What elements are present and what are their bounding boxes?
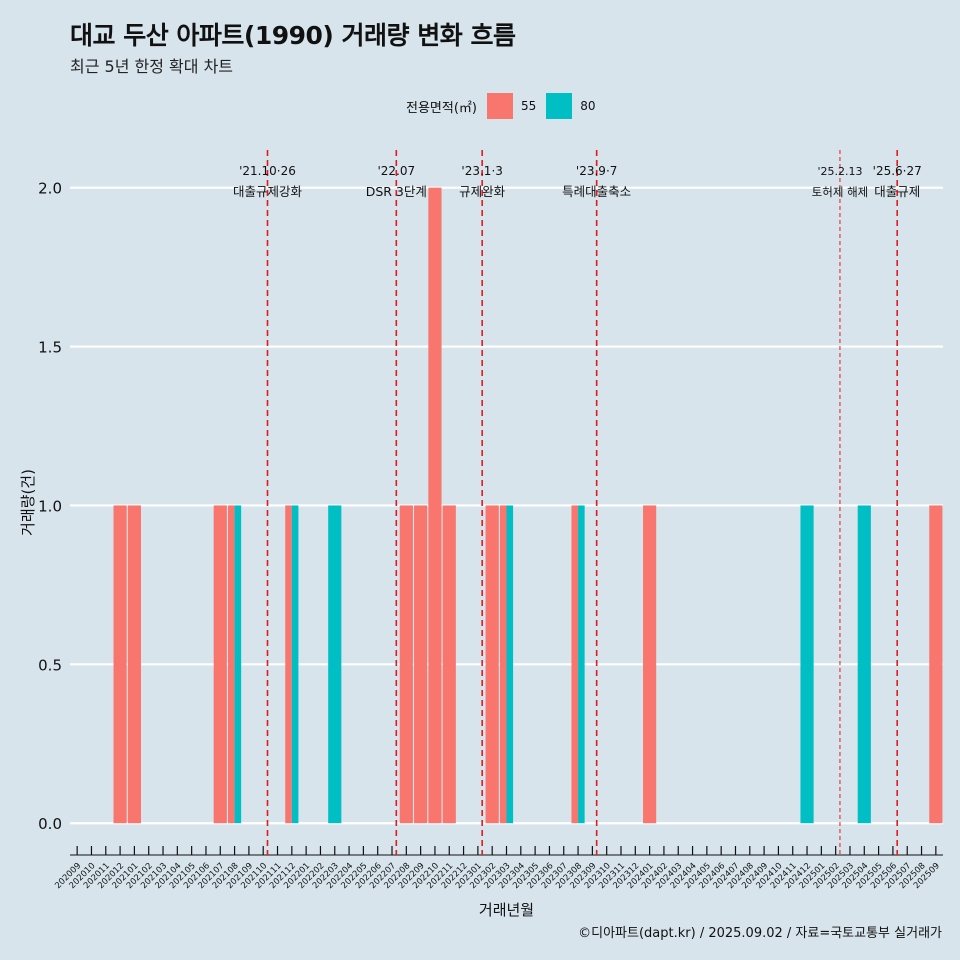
- caption: ©디아파트(dapt.kr) / 2025.09.02 / 자료=국토교통부 실…: [578, 926, 942, 941]
- chart-subtitle: 최근 5년 한정 확대 차트: [70, 57, 234, 76]
- bar-55-202509: [929, 505, 943, 824]
- legend: 전용면적(㎡) 55 80: [406, 92, 606, 120]
- event-date-3: '23.9·7: [576, 164, 617, 178]
- legend-title: 전용면적(㎡): [406, 100, 477, 116]
- y-axis-title: 거래량(건): [19, 469, 37, 536]
- legend-swatch-80: [546, 93, 573, 119]
- event-date-1: '22.07: [377, 164, 415, 178]
- bar-55-202108: [227, 505, 235, 824]
- bar-55-202211: [442, 505, 456, 824]
- y-tick-label: 2.0: [38, 180, 62, 198]
- y-tick-label: 0.5: [38, 656, 62, 674]
- bar-55-202101: [127, 505, 141, 824]
- bar-80-202303: [506, 505, 514, 824]
- x-axis-title: 거래년월: [479, 901, 534, 919]
- bar-55-202401: [643, 505, 657, 824]
- event-date-5: '25.6·27: [873, 164, 922, 178]
- event-date-0: '21.10·26: [239, 164, 296, 178]
- bar-80-202112: [291, 505, 299, 824]
- event-date-4: '25.2.13: [817, 165, 862, 178]
- bar-55-202107: [213, 505, 227, 824]
- y-tick-label: 0.0: [38, 815, 62, 833]
- y-tick-label: 1.5: [38, 339, 62, 357]
- bar-55-202209: [414, 505, 428, 824]
- legend-label-80: 80: [580, 99, 596, 113]
- bar-80-202504: [857, 505, 871, 824]
- legend-swatch-55: [486, 93, 513, 119]
- event-label-0: 대출규제강화: [233, 184, 303, 199]
- bar-55-202112: [285, 505, 292, 824]
- event-label-5: 대출규제: [874, 184, 920, 199]
- bar-80-202412: [800, 505, 814, 824]
- bar-55-202208: [399, 505, 413, 824]
- bar-55-202012: [113, 505, 127, 824]
- bar-55-202308: [571, 505, 579, 824]
- event-date-2: '23.1·3: [461, 164, 502, 178]
- bar-80-202203: [328, 505, 342, 824]
- event-label-4: 토허제 해제: [812, 185, 869, 199]
- bar-80-202308: [578, 505, 585, 824]
- y-tick-label: 1.0: [38, 497, 62, 515]
- bar-55-202302: [485, 505, 499, 824]
- bar-55-202303: [499, 505, 507, 824]
- bar-80-202108: [234, 505, 242, 824]
- event-label-2: 규제완화: [459, 184, 506, 199]
- chart-title: 대교 두산 아파트(1990) 거래량 변화 흐름: [70, 21, 516, 50]
- legend-label-55: 55: [520, 99, 537, 113]
- bar-55-202210: [428, 187, 442, 824]
- event-label-3: 특례대출축소: [562, 184, 631, 199]
- event-label-1: DSR 3단계: [366, 184, 427, 199]
